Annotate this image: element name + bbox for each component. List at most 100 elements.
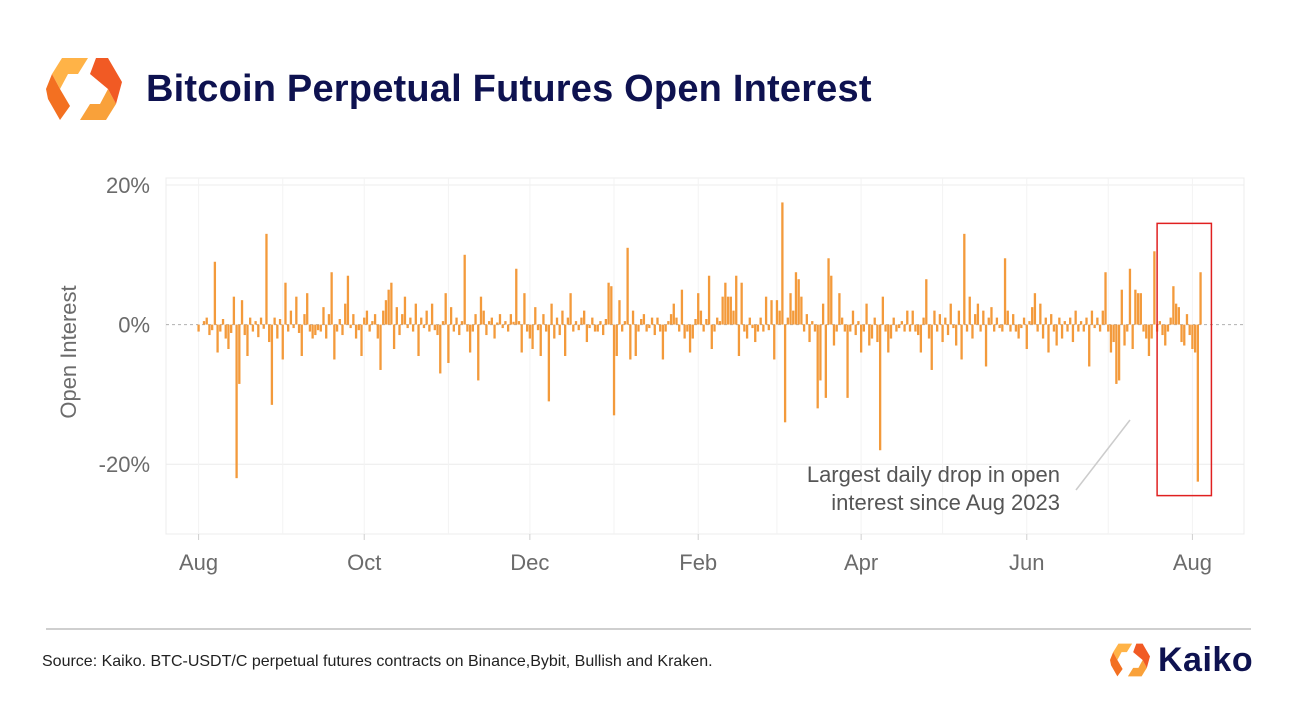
bar xyxy=(903,324,906,332)
bar xyxy=(379,324,382,370)
bar xyxy=(295,296,298,325)
brand-name: Kaiko xyxy=(1158,640,1254,679)
bar xyxy=(1001,324,1004,332)
bar xyxy=(487,321,491,325)
bar xyxy=(957,310,961,325)
bar xyxy=(759,317,762,325)
bar xyxy=(952,324,955,329)
bar xyxy=(816,324,819,409)
bar xyxy=(216,324,219,353)
bar xyxy=(835,324,838,332)
bar xyxy=(428,324,431,332)
bar xyxy=(897,324,901,329)
bar xyxy=(311,324,314,339)
bar xyxy=(387,289,390,325)
bar xyxy=(824,324,827,398)
source-note: Source: Kaiko. BTC-USDT/C perpetual futu… xyxy=(42,653,713,670)
bar xyxy=(569,293,572,325)
bar xyxy=(949,303,952,325)
bar xyxy=(1079,321,1083,325)
bar xyxy=(735,275,738,325)
bar xyxy=(325,324,328,339)
x-tick-label: Aug xyxy=(179,550,218,575)
bar xyxy=(390,282,393,325)
bar xyxy=(1161,324,1164,336)
bar xyxy=(409,317,412,325)
bar xyxy=(547,324,551,402)
bar xyxy=(878,324,882,451)
bar xyxy=(352,314,355,325)
x-tick-label: Oct xyxy=(347,550,381,575)
bar xyxy=(577,324,580,331)
bar xyxy=(344,303,347,325)
bar xyxy=(789,293,792,325)
bar xyxy=(933,310,936,325)
bar xyxy=(238,324,241,384)
bar xyxy=(1077,324,1080,332)
bar xyxy=(993,324,996,332)
bar xyxy=(360,324,363,356)
bar xyxy=(1003,258,1007,325)
bar xyxy=(748,317,751,325)
bar xyxy=(982,310,985,325)
bar xyxy=(697,293,700,325)
annotation-layer: Largest daily drop in open interest since… xyxy=(807,222,1213,515)
bar xyxy=(322,307,325,325)
bar xyxy=(667,321,670,325)
bar xyxy=(1185,314,1189,325)
bar xyxy=(694,319,697,325)
bar xyxy=(254,321,257,325)
bar xyxy=(398,324,401,336)
bar xyxy=(783,324,787,423)
bar xyxy=(1028,321,1031,325)
bar xyxy=(645,324,648,332)
bar xyxy=(1058,317,1061,325)
bar xyxy=(1066,324,1069,332)
bar xyxy=(865,303,868,325)
bar xyxy=(580,317,583,325)
bar xyxy=(827,258,830,325)
bar xyxy=(349,324,352,329)
x-tick-label: Aug xyxy=(1173,550,1212,575)
bar xyxy=(368,324,371,332)
bar xyxy=(955,324,958,346)
bar xyxy=(243,324,246,336)
bar xyxy=(1082,324,1085,332)
bar xyxy=(623,321,627,325)
annotation-leader xyxy=(1075,419,1131,491)
bar xyxy=(846,324,849,398)
bar xyxy=(925,279,928,325)
bar xyxy=(1153,251,1156,325)
bar xyxy=(265,233,268,325)
bar xyxy=(802,324,806,332)
bar xyxy=(732,310,735,325)
bar xyxy=(422,324,426,329)
bar xyxy=(884,324,887,332)
bar xyxy=(976,303,980,325)
bar xyxy=(1180,324,1183,343)
bar xyxy=(506,324,510,332)
bar xyxy=(1196,324,1199,482)
bar xyxy=(721,296,724,325)
bar xyxy=(1014,324,1018,332)
highlight-box xyxy=(1156,222,1213,497)
bar xyxy=(477,324,480,381)
bar xyxy=(1069,317,1072,325)
bar xyxy=(376,324,379,339)
bar xyxy=(485,324,488,336)
bar xyxy=(740,282,743,325)
bar xyxy=(718,321,722,325)
bar xyxy=(544,324,548,332)
bar xyxy=(843,324,846,332)
bar xyxy=(604,319,608,325)
bar xyxy=(1128,268,1132,325)
bar xyxy=(333,324,336,360)
bar xyxy=(482,310,485,325)
bar xyxy=(1107,324,1110,332)
bar xyxy=(648,324,651,329)
bar xyxy=(523,293,526,325)
bar xyxy=(574,321,578,325)
bar xyxy=(403,296,407,325)
bar xyxy=(811,321,814,325)
bar xyxy=(1134,289,1137,325)
